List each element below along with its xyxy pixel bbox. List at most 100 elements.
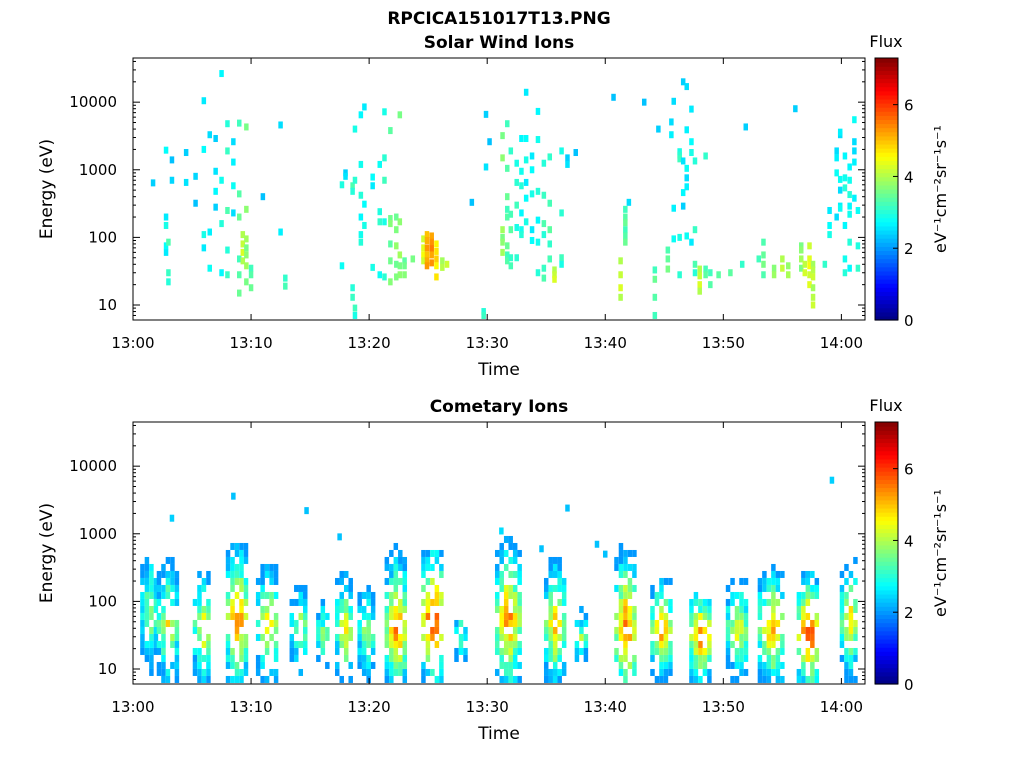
colorbar-swatch — [875, 663, 898, 669]
heatmap-cell — [618, 257, 623, 265]
heatmap-cell — [627, 661, 633, 669]
heatmap-cell — [269, 668, 274, 676]
heatmap-cell — [255, 598, 261, 606]
heatmap-cell — [424, 251, 430, 259]
heatmap-cell — [170, 584, 175, 592]
heatmap-cell — [243, 647, 249, 655]
heatmap-cell — [734, 605, 740, 613]
heatmap-cell — [389, 668, 394, 676]
heatmap-cell — [689, 633, 694, 641]
heatmap-cell — [512, 654, 518, 662]
heatmap-cell — [743, 640, 749, 648]
heatmap-cell — [697, 287, 702, 295]
heatmap-cell — [698, 661, 703, 669]
colorbar-swatch — [875, 434, 898, 439]
heatmap-cell — [339, 598, 344, 606]
heatmap-cell — [361, 654, 367, 662]
colorbar-swatch — [875, 593, 898, 599]
heatmap-cell — [425, 563, 431, 571]
heatmap-cell — [519, 209, 524, 217]
heatmap-cell — [237, 213, 242, 221]
heatmap-cell — [320, 605, 326, 613]
heatmap-cell — [505, 193, 510, 201]
heatmap-cell — [512, 626, 518, 634]
heatmap-cell — [398, 654, 403, 662]
heatmap-cell — [260, 675, 265, 683]
heatmap-cell — [429, 251, 434, 259]
heatmap-cell — [219, 70, 224, 78]
heatmap-cell — [421, 251, 426, 259]
colorbar-swatch — [875, 103, 898, 108]
heatmap-cell — [565, 154, 570, 162]
heatmap-cell — [618, 556, 624, 564]
heatmap-cell — [264, 563, 270, 571]
heatmap-cell — [170, 570, 175, 578]
heatmap-cell — [339, 640, 344, 648]
heatmap-cell — [316, 619, 321, 627]
heatmap-cell — [847, 238, 852, 246]
heatmap-cell — [559, 254, 564, 262]
heatmap-cell — [348, 633, 353, 641]
colorbar-swatch — [875, 422, 898, 427]
heatmap-cell — [240, 248, 246, 256]
heatmap-cell — [370, 647, 376, 655]
colorbar-swatch — [875, 499, 898, 505]
heatmap-cell — [725, 626, 731, 634]
heatmap-cell — [734, 675, 740, 683]
heatmap-cell — [388, 220, 393, 228]
heatmap-cell — [707, 612, 712, 620]
heatmap-cell — [848, 612, 854, 620]
heatmap-cell — [650, 584, 655, 592]
colorbar-swatch — [875, 606, 898, 611]
heatmap-cell — [153, 577, 159, 585]
heatmap-cell — [425, 598, 431, 606]
heatmap-cell — [503, 619, 509, 627]
figure-title: RPCICA151017T13.PNG — [387, 9, 610, 29]
heatmap-cell — [559, 260, 564, 268]
heatmap-cell — [335, 598, 340, 606]
heatmap-cell — [370, 598, 376, 606]
heatmap-cell — [505, 164, 510, 172]
heatmap-cell — [398, 563, 403, 571]
heatmap-cell — [343, 598, 349, 606]
heatmap-cell — [557, 633, 562, 641]
heatmap-cell — [429, 232, 434, 240]
heatmap-cell — [796, 647, 802, 655]
heatmap-cell — [574, 640, 580, 648]
colorbar-swatch — [875, 467, 898, 472]
heatmap-cell — [627, 633, 633, 641]
colorbar-swatch — [875, 213, 898, 219]
heatmap-cell — [654, 675, 660, 683]
heatmap-cell — [169, 514, 175, 522]
heatmap-cell — [848, 584, 854, 592]
colorbar-swatch — [875, 450, 898, 456]
colorbar-swatch — [875, 123, 898, 129]
x-tick-label: 13:00 — [111, 698, 154, 716]
heatmap-cell — [796, 605, 802, 613]
heatmap-cell — [725, 605, 731, 613]
heatmap-cell — [339, 591, 344, 599]
heatmap-cell — [689, 619, 694, 627]
heatmap-cell — [463, 633, 468, 641]
heatmap-cell — [663, 675, 669, 683]
heatmap-cell — [225, 570, 231, 578]
heatmap-cell — [273, 619, 279, 627]
heatmap-cell — [623, 591, 628, 599]
colorbar-label: eV⁻¹cm⁻²sr⁻¹s⁻¹ — [931, 125, 950, 253]
heatmap-cell — [243, 577, 249, 585]
heatmap-cell — [517, 661, 522, 669]
heatmap-cell — [583, 640, 589, 648]
heatmap-cell — [500, 233, 505, 241]
heatmap-cell — [382, 176, 387, 184]
heatmap-cell — [775, 668, 781, 676]
heatmap-cell — [434, 240, 439, 248]
heatmap-cell — [793, 105, 798, 113]
heatmap-cell — [627, 549, 633, 557]
heatmap-cell — [775, 675, 781, 683]
heatmap-cell — [377, 271, 382, 279]
heatmap-cell — [398, 612, 403, 620]
heatmap-cell — [425, 577, 431, 585]
heatmap-cell — [421, 235, 426, 243]
heatmap-cell — [659, 647, 664, 655]
heatmap-cell — [230, 661, 235, 669]
